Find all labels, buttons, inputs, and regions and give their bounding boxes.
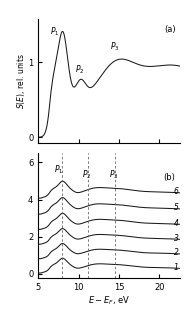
X-axis label: $E - E_F$, eV: $E - E_F$, eV <box>87 294 130 307</box>
Text: 1: 1 <box>174 263 179 272</box>
Text: $P_3$: $P_3$ <box>108 169 118 181</box>
Text: 5: 5 <box>174 203 179 212</box>
Y-axis label: $S(E)$, rel. units: $S(E)$, rel. units <box>15 53 27 109</box>
Text: $P_1$: $P_1$ <box>50 26 60 38</box>
Text: $P_2$: $P_2$ <box>75 63 85 76</box>
Text: 3: 3 <box>174 234 179 243</box>
Text: (a): (a) <box>164 25 176 34</box>
Text: $P_3$: $P_3$ <box>110 41 120 53</box>
Text: 4: 4 <box>174 219 179 228</box>
Text: (b): (b) <box>164 173 176 182</box>
Text: 2: 2 <box>174 248 179 257</box>
Text: $P_2$: $P_2$ <box>82 169 91 181</box>
Text: 6: 6 <box>174 187 179 196</box>
Text: $P_1$: $P_1$ <box>54 163 63 176</box>
